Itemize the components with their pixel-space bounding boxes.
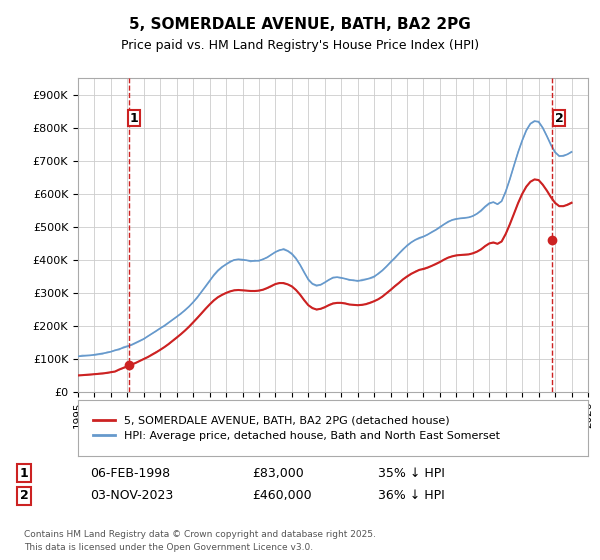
Text: 1: 1 <box>130 111 139 124</box>
Text: Price paid vs. HM Land Registry's House Price Index (HPI): Price paid vs. HM Land Registry's House … <box>121 39 479 52</box>
Text: This data is licensed under the Open Government Licence v3.0.: This data is licensed under the Open Gov… <box>24 543 313 552</box>
Text: 36% ↓ HPI: 36% ↓ HPI <box>378 489 445 502</box>
Text: £83,000: £83,000 <box>252 466 304 480</box>
Text: 5, SOMERDALE AVENUE, BATH, BA2 2PG: 5, SOMERDALE AVENUE, BATH, BA2 2PG <box>129 17 471 32</box>
Text: Contains HM Land Registry data © Crown copyright and database right 2025.: Contains HM Land Registry data © Crown c… <box>24 530 376 539</box>
Text: 1: 1 <box>20 466 28 480</box>
Text: 35% ↓ HPI: 35% ↓ HPI <box>378 466 445 480</box>
Text: 03-NOV-2023: 03-NOV-2023 <box>90 489 173 502</box>
Text: 06-FEB-1998: 06-FEB-1998 <box>90 466 170 480</box>
Legend: 5, SOMERDALE AVENUE, BATH, BA2 2PG (detached house), HPI: Average price, detache: 5, SOMERDALE AVENUE, BATH, BA2 2PG (deta… <box>89 411 505 446</box>
Text: £460,000: £460,000 <box>252 489 311 502</box>
Text: 2: 2 <box>20 489 28 502</box>
Text: 2: 2 <box>554 111 563 124</box>
